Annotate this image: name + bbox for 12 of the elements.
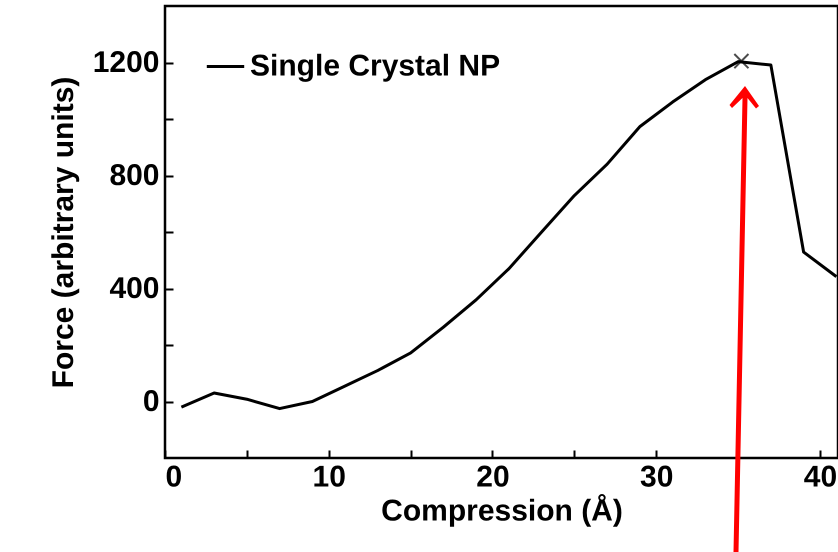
y-tick-label: 800 [109,159,160,192]
x-tick-label: 10 [312,460,346,494]
y-tick-label: 400 [109,272,160,305]
x-tick-label: 30 [640,460,674,494]
x-tick-label: 20 [476,460,510,494]
legend-label: Single Crystal NP [250,50,500,82]
x-tick-label: 40 [804,460,838,494]
y-tick-label: 1200 [92,46,160,79]
x-tick-label: 0 [166,460,182,494]
x-axis-title: Compression (Å) [381,494,623,528]
y-tick-label: 0 [142,385,160,418]
y-axis-title: Force (arbitrary units) [46,76,80,388]
